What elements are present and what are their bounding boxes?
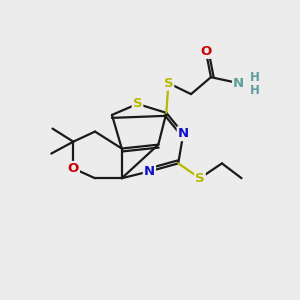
Text: H: H bbox=[250, 84, 260, 97]
Text: S: S bbox=[195, 172, 205, 185]
Text: H: H bbox=[250, 71, 260, 84]
Text: S: S bbox=[164, 76, 173, 90]
Text: O: O bbox=[200, 45, 211, 58]
Text: N: N bbox=[233, 76, 244, 90]
Text: S: S bbox=[133, 98, 142, 110]
Text: O: O bbox=[68, 162, 79, 175]
Text: N: N bbox=[178, 127, 189, 140]
Text: N: N bbox=[144, 165, 155, 178]
